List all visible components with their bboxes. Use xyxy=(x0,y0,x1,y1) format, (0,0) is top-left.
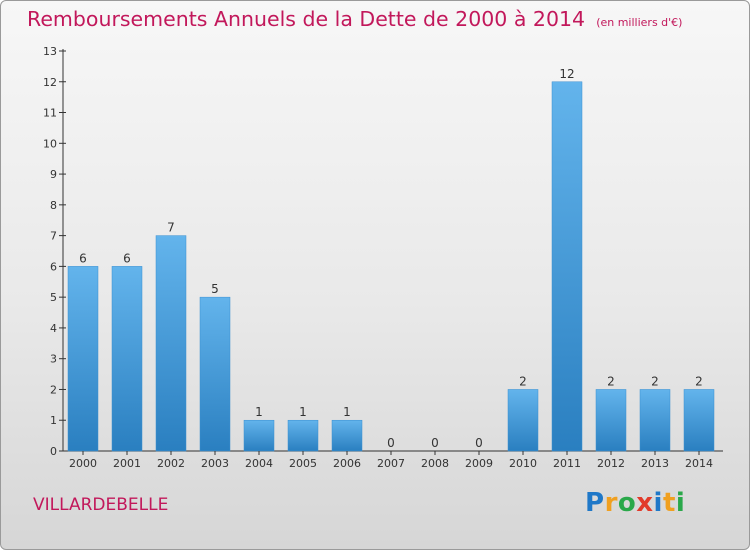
data-label: 2 xyxy=(695,374,703,388)
data-label: 6 xyxy=(123,251,131,265)
y-tick-label: 5 xyxy=(50,291,57,304)
y-tick-label: 2 xyxy=(50,383,57,396)
y-tick-label: 12 xyxy=(43,76,57,89)
x-tick-label: 2001 xyxy=(113,457,141,470)
chart-title: Remboursements Annuels de la Dette de 20… xyxy=(27,7,682,31)
logo-letter: r xyxy=(604,488,618,518)
y-tick-label: 13 xyxy=(43,45,57,58)
data-label: 0 xyxy=(431,436,439,450)
data-label: 1 xyxy=(255,405,263,419)
data-label: 5 xyxy=(211,282,219,296)
y-tick-label: 10 xyxy=(43,137,57,150)
y-tick-label: 1 xyxy=(50,414,57,427)
y-tick-label: 9 xyxy=(50,168,57,181)
x-tick-label: 2014 xyxy=(685,457,713,470)
data-label: 12 xyxy=(559,67,574,81)
logo-letter: t xyxy=(662,488,676,518)
data-label: 0 xyxy=(475,436,483,450)
chart-title-text: Remboursements Annuels de la Dette de 20… xyxy=(27,7,586,31)
data-label: 7 xyxy=(167,221,175,235)
x-tick-label: 2012 xyxy=(597,457,625,470)
logo-letter: x xyxy=(636,488,654,518)
y-tick-label: 8 xyxy=(50,199,57,212)
logo-letter: i xyxy=(675,488,686,518)
data-label: 2 xyxy=(607,374,615,388)
logo-letter: i xyxy=(653,488,663,518)
x-tick-label: 2013 xyxy=(641,457,669,470)
x-tick-label: 2004 xyxy=(245,457,273,470)
bar xyxy=(287,419,319,452)
x-tick-label: 2003 xyxy=(201,457,229,470)
bar xyxy=(507,389,539,452)
data-label: 6 xyxy=(79,251,87,265)
y-tick-label: 6 xyxy=(50,260,57,273)
unit-note: (en milliers d'€) xyxy=(596,16,683,29)
y-tick-label: 11 xyxy=(43,107,57,120)
logo-letter: P xyxy=(585,488,605,518)
logo-letter: o xyxy=(617,488,637,518)
x-tick-label: 2000 xyxy=(69,457,97,470)
bar xyxy=(683,389,715,452)
bar xyxy=(243,419,275,452)
y-tick-label: 7 xyxy=(50,230,57,243)
x-tick-label: 2011 xyxy=(553,457,581,470)
bar xyxy=(551,81,583,452)
y-tick-label: 0 xyxy=(50,445,57,458)
bar xyxy=(639,389,671,452)
x-tick-label: 2009 xyxy=(465,457,493,470)
x-tick-label: 2010 xyxy=(509,457,537,470)
bar xyxy=(331,419,363,452)
x-tick-label: 2002 xyxy=(157,457,185,470)
bar xyxy=(199,296,231,452)
x-tick-label: 2006 xyxy=(333,457,361,470)
bar xyxy=(155,235,187,452)
data-label: 0 xyxy=(387,436,395,450)
commune-name: VILLARDEBELLE xyxy=(33,495,169,515)
y-tick-label: 4 xyxy=(50,322,57,335)
data-label: 2 xyxy=(519,374,527,388)
proxiti-logo: Proxiti xyxy=(585,488,685,518)
x-tick-label: 2007 xyxy=(377,457,405,470)
x-tick-label: 2005 xyxy=(289,457,317,470)
data-label: 1 xyxy=(299,405,307,419)
y-tick-label: 3 xyxy=(50,353,57,366)
bar xyxy=(111,266,143,452)
bar xyxy=(67,266,99,452)
x-tick-label: 2008 xyxy=(421,457,449,470)
data-label: 1 xyxy=(343,405,351,419)
bar xyxy=(595,389,627,452)
data-label: 2 xyxy=(651,374,659,388)
